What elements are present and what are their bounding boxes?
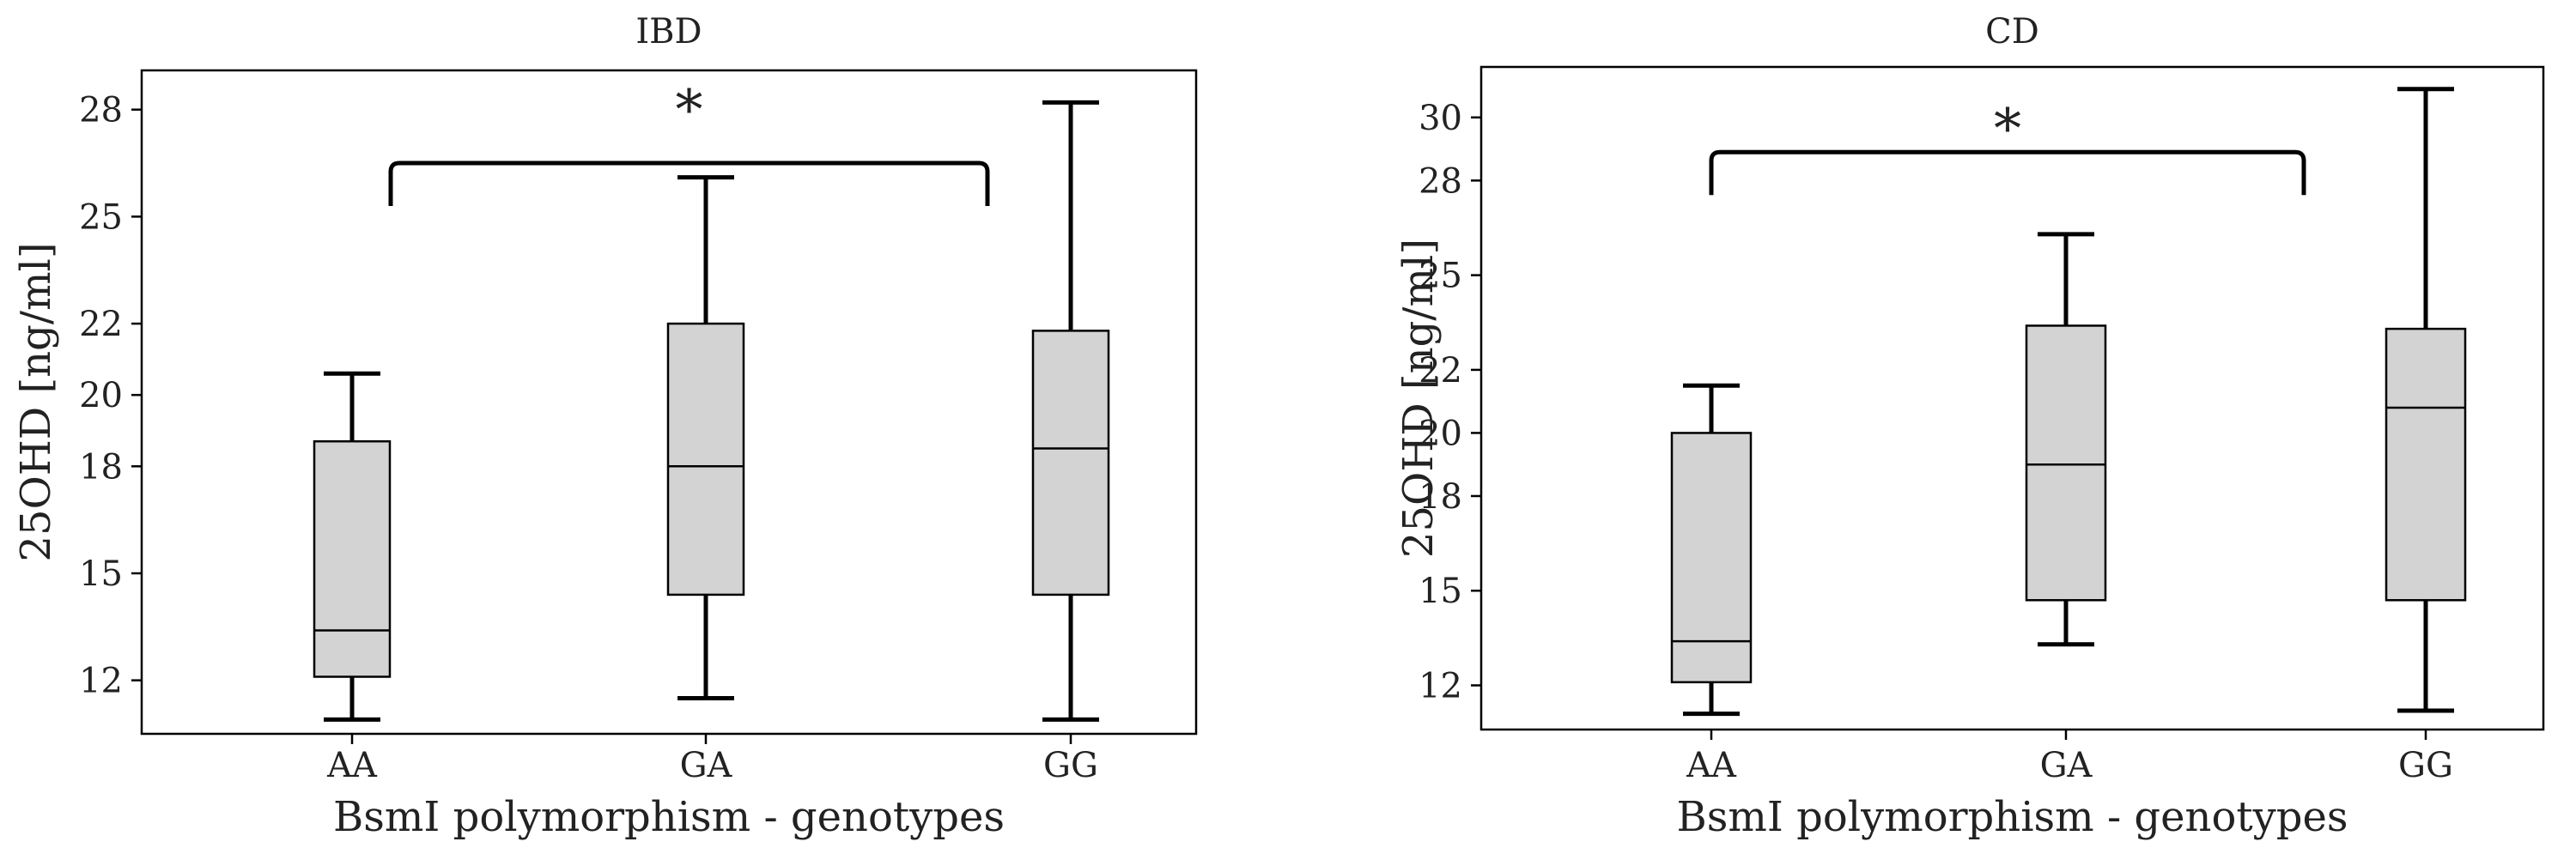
iqr-box <box>313 439 392 678</box>
chart-cd: CD 12 15 18 20 22 25 28 30 25OHD [ng/ml] AA GA GG Bsm… <box>1394 12 2545 841</box>
y-tick-label: 25 <box>79 197 123 237</box>
box-gg <box>2385 87 2467 713</box>
y-tick-label: 15 <box>79 554 123 594</box>
y-tick-label: 18 <box>79 447 123 487</box>
significance-bracket <box>1709 149 2306 196</box>
iqr-box <box>666 322 745 597</box>
y-tick-label: 20 <box>79 376 123 415</box>
significance-star: * <box>1994 98 2021 161</box>
box-ga <box>2025 232 2107 647</box>
box-aa <box>313 371 392 722</box>
chart-ibd: IBD 12 15 18 20 22 25 28 25OHD [ng/ml] AA GA GG BsmI… <box>12 12 1198 841</box>
significance-bracket <box>388 160 990 207</box>
y-tick-label: 15 <box>1419 572 1462 611</box>
plot-frame <box>1479 65 2545 731</box>
box-ga <box>666 175 745 700</box>
iqr-box <box>1031 330 1110 597</box>
x-tick-label: GG <box>2398 746 2453 785</box>
iqr-box <box>1670 432 1753 684</box>
y-tick-label: 30 <box>1419 99 1462 138</box>
x-tick-label: AA <box>326 746 378 785</box>
box-gg <box>1031 100 1110 722</box>
y-tick-label: 28 <box>79 91 123 130</box>
x-tick-label: GA <box>680 746 733 785</box>
x-tick-label: AA <box>1686 746 1737 785</box>
box-aa <box>1670 383 1753 717</box>
y-axis-label: 25OHD [ng/ml] <box>12 242 60 561</box>
y-tick-label: 12 <box>79 662 123 701</box>
y-tick-label: 20 <box>1419 414 1462 453</box>
x-tick-label: GG <box>1043 746 1098 785</box>
plot-frame <box>140 69 1198 736</box>
x-tick-label: GA <box>2040 746 2093 785</box>
y-tick-label: 22 <box>79 305 123 344</box>
iqr-box <box>2025 324 2107 602</box>
y-tick-label: 28 <box>1419 161 1462 201</box>
chart-title: CD <box>1985 12 2039 51</box>
x-axis-label: BsmI polymorphism - genotypes <box>333 793 1005 841</box>
y-tick-label: 12 <box>1419 667 1462 706</box>
y-tick-label: 25 <box>1419 257 1462 296</box>
iqr-box <box>2385 327 2467 602</box>
y-axis-label: 25OHD [ng/ml] <box>1394 239 1443 558</box>
significance-star: * <box>676 79 703 142</box>
x-axis-label: BsmI polymorphism - genotypes <box>1676 793 2348 841</box>
y-tick-label: 18 <box>1419 477 1462 517</box>
y-tick-label: 22 <box>1419 351 1462 391</box>
chart-title: IBD <box>635 12 702 51</box>
